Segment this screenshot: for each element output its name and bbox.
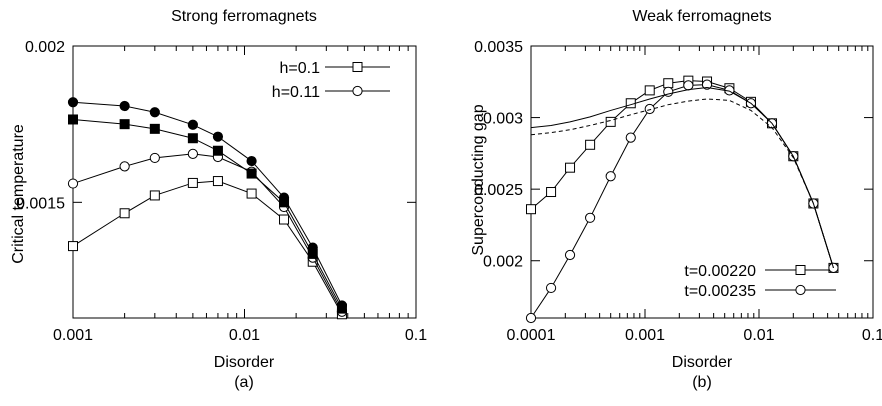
data-point xyxy=(564,249,576,261)
data-point xyxy=(246,188,257,199)
panel-b-caption: (b) xyxy=(692,374,712,391)
panel-b-plot: 0.0001 0.001 0.01 0.1 0.002 0.0025 0.003 0.0035… xyxy=(474,39,882,344)
data-point xyxy=(149,190,160,201)
data-point xyxy=(149,107,160,118)
panel-b-ylabel: Superconducting gap xyxy=(470,104,487,255)
series-line xyxy=(72,180,343,315)
data-point xyxy=(119,119,130,130)
y-tick-label: 0.002 xyxy=(483,254,523,271)
y-tick-label: 0.003 xyxy=(483,111,523,128)
data-point xyxy=(119,161,130,172)
x-tick-label: 0.1 xyxy=(862,327,882,344)
data-point xyxy=(212,176,223,187)
series-line xyxy=(530,84,834,319)
data-point xyxy=(278,192,290,203)
data-point xyxy=(187,133,198,144)
legend-label: h=0.1 xyxy=(280,60,321,77)
data-point xyxy=(246,168,257,179)
x-tick-label: 0.01 xyxy=(229,327,260,344)
plot-frame xyxy=(530,45,874,319)
data-point xyxy=(187,148,198,159)
data-point xyxy=(625,132,636,143)
data-point xyxy=(644,103,655,115)
data-point xyxy=(644,85,655,96)
x-tick-label: 0.1 xyxy=(405,327,427,344)
data-point xyxy=(683,80,694,91)
data-point xyxy=(68,241,78,252)
data-point xyxy=(336,300,348,311)
data-point xyxy=(605,116,616,127)
data-point xyxy=(246,155,257,167)
legend-marker xyxy=(795,265,806,275)
plot-frame xyxy=(72,45,417,319)
data-point xyxy=(187,119,198,130)
panel-a-plot: 0.001 0.01 0.1 0.0015 0.002 h=0.1 h=0.11 xyxy=(16,39,427,344)
data-point xyxy=(212,131,224,142)
y-tick-label: 0.0035 xyxy=(474,39,523,56)
data-point xyxy=(545,282,557,294)
data-point xyxy=(546,187,557,198)
x-tick-label: 0.01 xyxy=(743,327,774,344)
data-point xyxy=(701,79,713,90)
data-point xyxy=(119,100,130,112)
data-point xyxy=(526,204,536,215)
data-point xyxy=(149,123,160,134)
panel-a-xlabel: Disorder xyxy=(214,354,275,371)
legend-label: t=0.00220 xyxy=(684,263,756,280)
data-point xyxy=(307,242,318,253)
series-line xyxy=(530,80,834,269)
data-point xyxy=(663,78,674,89)
data-point xyxy=(212,145,223,156)
x-tick-label: 0.0001 xyxy=(507,327,556,344)
panel-b-title: Weak ferromagnets xyxy=(632,8,771,25)
panel-b-xlabel: Disorder xyxy=(672,354,733,371)
data-point xyxy=(68,114,78,125)
y-tick-label: 0.002 xyxy=(25,39,65,56)
data-point xyxy=(119,208,130,219)
panel-a-ylabel: Critical temperature xyxy=(10,124,27,264)
legend-label: h=0.11 xyxy=(272,84,320,101)
data-point xyxy=(828,262,839,273)
legend-marker xyxy=(352,85,363,97)
x-tick-label: 0.001 xyxy=(625,327,665,344)
data-point xyxy=(279,214,290,225)
y-tick-label: 0.0015 xyxy=(16,195,65,212)
data-point xyxy=(187,177,198,188)
data-point xyxy=(565,162,576,173)
series-line xyxy=(530,87,834,269)
legend-label: t=0.00235 xyxy=(684,283,756,300)
series-line xyxy=(530,98,834,269)
data-point xyxy=(585,212,596,223)
data-point xyxy=(67,178,79,189)
series-line xyxy=(72,101,343,306)
x-tick-label: 0.001 xyxy=(53,327,93,344)
data-point xyxy=(67,97,79,108)
y-tick-label: 0.0025 xyxy=(474,182,523,199)
data-point xyxy=(585,139,596,150)
series-line xyxy=(72,118,343,309)
data-point xyxy=(525,312,537,324)
data-point xyxy=(149,152,160,164)
panel-a-title: Strong ferromagnets xyxy=(171,8,317,25)
legend-marker xyxy=(352,62,363,72)
legend-marker xyxy=(795,284,806,296)
panel-a-caption: (a) xyxy=(234,374,254,391)
data-point xyxy=(605,171,616,182)
series-line xyxy=(72,153,343,312)
